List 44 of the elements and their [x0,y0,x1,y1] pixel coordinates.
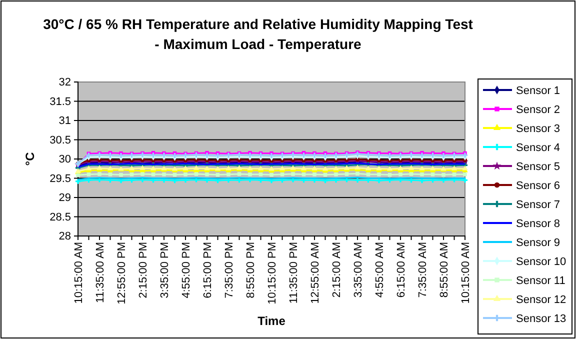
x-tick-label: 3:35:00 AM [352,242,364,298]
chart-title: 30°C / 65 % RH Temperature and Relative Humidity Mapping Test - Maximum Load - Temperature [43,16,474,52]
legend-label: Sensor 13 [516,313,566,325]
legend-label: Sensor 1 [516,85,560,97]
x-tick-label: 11:35:00 PM [288,242,300,304]
x-tick-label: 6:15:00 AM [395,242,408,298]
y-tick-label: 31.5 [50,96,71,108]
legend-label: Sensor 6 [516,180,560,192]
legend-label: Sensor 9 [516,237,560,249]
x-tick-label: 10:15:00 PM [266,242,278,304]
x-axis-title: Time [258,314,286,328]
x-tick-label: 4:55:00 AM [374,242,386,298]
legend-label: Sensor 10 [516,256,566,268]
legend-label: Sensor 11 [516,275,566,287]
y-tick-label: 32 [58,76,71,89]
x-tick-label: 8:55:00 PM [244,242,257,298]
legend-label: Sensor 7 [516,199,560,211]
x-tick-label: 7:35:00 AM [416,242,429,298]
x-tick-label: 4:55:00 PM [180,242,192,298]
x-tick-label: 8:55:00 AM [438,242,450,298]
y-tick-label: 31 [58,115,71,128]
x-tick-label: 2:15:00 PM [137,242,150,298]
x-tick-label: 12:55:00 PM [116,242,128,304]
y-tick-label: 28 [58,230,71,243]
legend-label: Sensor 5 [516,161,560,173]
legend-label: Sensor 3 [516,123,560,135]
y-axis-title: °C [23,152,37,166]
y-tick-label: 29.5 [50,172,71,185]
x-tick-label: 3:35:00 PM [158,242,171,298]
x-tick-label: 10:15:00 AM [72,242,85,304]
y-tick-label: 30.5 [50,134,71,146]
legend-label: Sensor 4 [516,142,560,154]
x-tick-label: 10:15:00 AM [460,242,472,304]
x-tick-label: 11:35:00 AM [94,242,106,303]
x-tick-label: 2:15:00 AM [330,242,343,298]
x-tick-label: 12:55:00 AM [309,242,322,304]
legend-label: Sensor 2 [516,104,560,116]
y-tick-label: 30 [58,154,71,166]
y-tick-label: 29 [58,192,71,204]
x-tick-label: 7:35:00 PM [223,242,236,298]
legend-label: Sensor 8 [516,218,560,230]
x-tick-label: 6:15:00 PM [202,242,214,298]
y-tick-label: 28.5 [50,211,71,224]
legend-label: Sensor 12 [516,294,566,306]
